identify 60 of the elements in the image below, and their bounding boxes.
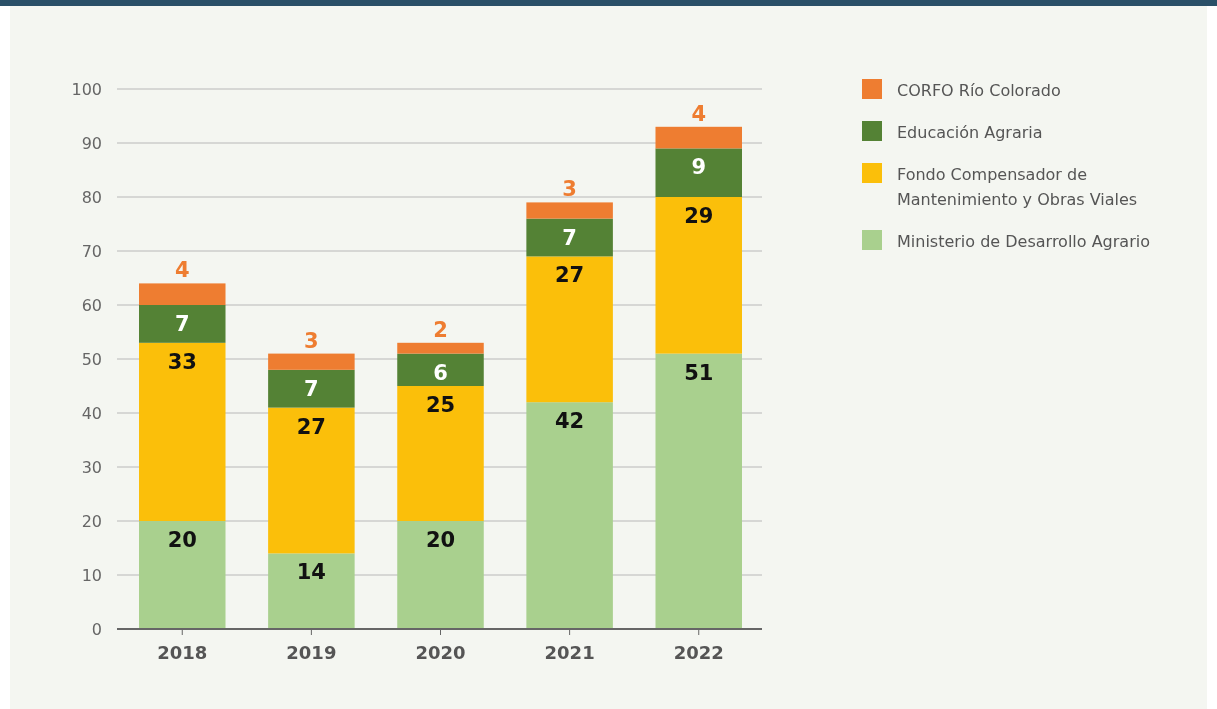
y-tick-label: 10: [81, 566, 102, 585]
data-label: 4: [691, 101, 707, 126]
bar: [655, 353, 742, 629]
legend-label: Fondo Compensador de Mantenimiento y Obras Viales: [897, 165, 1138, 209]
x-tick-label: 2022: [673, 642, 724, 663]
data-label: 51: [684, 360, 714, 385]
y-tick-label: 0: [91, 620, 102, 639]
data-label: 7: [304, 376, 319, 401]
y-tick-label: 90: [81, 134, 102, 153]
data-label: 3: [562, 177, 577, 202]
bar: [397, 353, 484, 386]
data-label: 9: [691, 155, 707, 180]
x-tick-label: 2019: [286, 642, 337, 663]
bar: [526, 218, 613, 257]
data-label: 27: [296, 414, 326, 439]
x-tick-label: 2018: [157, 642, 208, 663]
data-label: 6: [433, 360, 448, 385]
x-tick-label: 2020: [415, 642, 466, 663]
data-label: 3: [304, 328, 319, 353]
data-label: 14: [296, 560, 326, 585]
bar: [268, 369, 355, 408]
bar: [268, 553, 355, 629]
data-label: 42: [555, 409, 585, 434]
bar: [139, 305, 226, 343]
bar: [139, 342, 226, 521]
y-tick-label: 30: [81, 458, 102, 477]
bar: [655, 197, 742, 354]
bar: [655, 148, 742, 197]
legend-label: CORFO Río Colorado: [897, 81, 1061, 100]
data-label: 25: [425, 393, 456, 417]
bar: [526, 202, 613, 219]
y-tick-label: 40: [81, 404, 102, 423]
data-label: 29: [684, 204, 714, 228]
y-tick-label: 20: [81, 512, 102, 531]
data-label: 20: [425, 528, 456, 552]
data-label: 7: [562, 225, 577, 250]
y-tick-label: 80: [81, 188, 102, 207]
bar: [397, 342, 484, 354]
bar: [268, 407, 355, 554]
data-label: 33: [167, 349, 197, 374]
bar: [397, 386, 484, 521]
data-label: 4: [174, 258, 190, 283]
x-tick-label: 2021: [544, 642, 595, 663]
bar: [397, 521, 484, 629]
bar: [139, 283, 226, 305]
data-label: 27: [555, 263, 585, 288]
bar: [526, 402, 613, 629]
legend-label: Educación Agraria: [897, 123, 1043, 142]
bar: [268, 353, 355, 370]
data-label: 7: [174, 312, 190, 336]
bar: [139, 521, 226, 629]
bar: [655, 126, 742, 149]
y-tick-label: 100: [71, 80, 102, 99]
bar: [526, 256, 613, 403]
data-label: 20: [167, 528, 197, 552]
y-tick-label: 70: [81, 242, 102, 261]
y-tick-label: 50: [81, 350, 102, 369]
y-tick-label: 60: [81, 296, 102, 315]
data-label: 2: [433, 317, 448, 342]
legend-label: Ministerio de Desarrollo Agrario: [897, 232, 1150, 251]
